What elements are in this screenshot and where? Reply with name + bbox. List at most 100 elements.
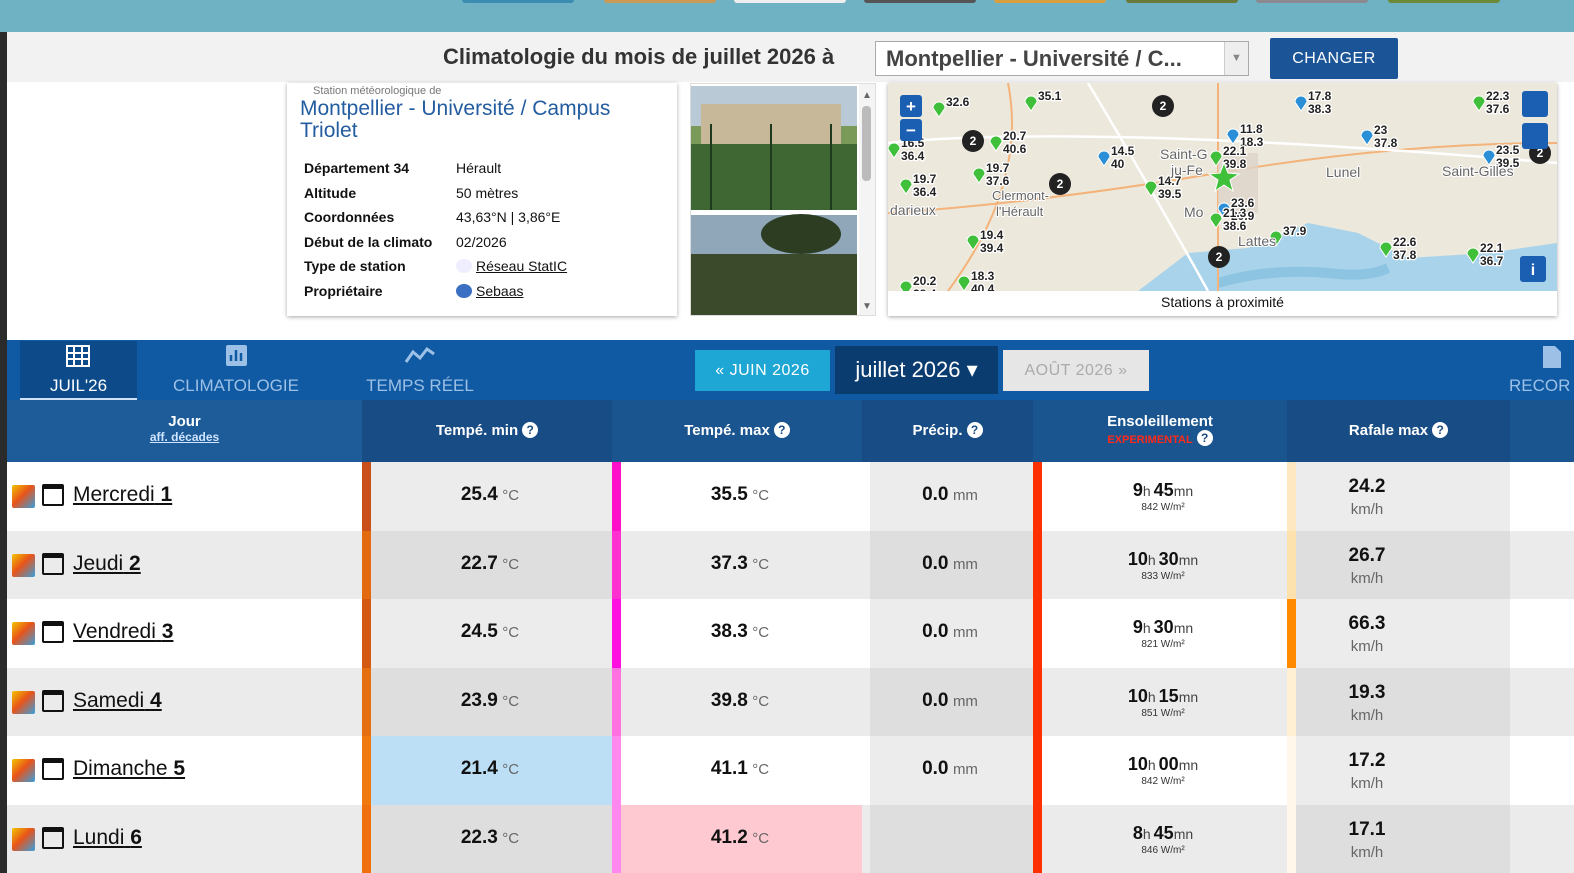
map-icon[interactable] xyxy=(12,553,35,577)
zoom-button[interactable] xyxy=(900,119,922,141)
temp-min: 23.9 °C xyxy=(390,690,590,712)
hours-unit: h xyxy=(1147,688,1156,705)
cluster[interactable] xyxy=(1152,95,1174,117)
station-temp: 21.3 xyxy=(1223,206,1247,220)
place-name: Saint-G xyxy=(1160,146,1207,162)
color-bar xyxy=(1287,530,1296,599)
nav-tab[interactable]: CLIMATOLOGIE xyxy=(173,376,299,395)
cluster-count: 2 xyxy=(1057,177,1064,191)
color-bar xyxy=(1287,667,1296,736)
place-name: ju-Fe xyxy=(1170,162,1203,178)
info-label: i xyxy=(1531,262,1535,279)
nearby-map[interactable]: 32.6 35.1 16.5 36.4 20.7 40.6 19.7 36.4 19.7 37.6… xyxy=(887,82,1558,316)
calendar-icon[interactable] xyxy=(42,689,64,712)
help-icon[interactable]: ? xyxy=(522,422,539,438)
day-link[interactable]: Samedi 4 xyxy=(73,689,162,713)
temp-min-unit: °C xyxy=(502,692,520,710)
cell-bg xyxy=(621,462,862,531)
decades-link[interactable]: aff. décades xyxy=(149,430,220,444)
header-label: Rafale max xyxy=(1348,422,1429,439)
photo-gallery[interactable]: ▲ ▼ xyxy=(690,83,876,316)
color-bar xyxy=(1033,736,1042,805)
gust: 26.7 km/h xyxy=(1325,545,1409,587)
station-name: Montpellier - Université / Campus Triole… xyxy=(300,97,611,142)
calendar-icon[interactable] xyxy=(42,621,64,644)
color-bar xyxy=(1287,599,1296,668)
temp-max-unit: °C xyxy=(752,487,770,505)
cell-bg xyxy=(870,530,1033,599)
layers-button[interactable] xyxy=(1522,123,1548,149)
sunshine: 10h 30mn 833 W/m² xyxy=(1063,549,1263,582)
zoom-label: − xyxy=(906,121,916,140)
temp-min-unit: °C xyxy=(502,487,520,505)
prev-month-button[interactable]: « JUIN 2026 xyxy=(695,350,830,391)
change-button[interactable]: CHANGER xyxy=(1270,38,1398,79)
field-text: Sebaas xyxy=(476,282,524,299)
color-bar xyxy=(1287,804,1296,873)
station-temp: 39.5 xyxy=(1496,156,1520,170)
station-temp: 39.4 xyxy=(980,241,1004,255)
cell-bg xyxy=(870,462,1033,531)
help-icon[interactable]: ? xyxy=(1432,422,1449,438)
field-value: Hérault xyxy=(456,160,501,176)
map-icon[interactable] xyxy=(12,827,35,851)
sun-hours: 9 xyxy=(1132,617,1143,638)
next-month-button[interactable]: AOÛT 2026 » xyxy=(1003,350,1149,391)
station-pin xyxy=(1144,180,1158,197)
map-icon[interactable] xyxy=(12,485,35,509)
day-link[interactable]: Jeudi 2 xyxy=(73,552,141,576)
map-icon[interactable] xyxy=(12,690,35,714)
map-icon[interactable] xyxy=(12,759,35,783)
precip: 0.0 mm xyxy=(850,621,1050,643)
map-icon[interactable] xyxy=(12,622,35,646)
minutes-unit: mn xyxy=(1178,551,1199,568)
zoom-button[interactable] xyxy=(900,95,922,117)
header-line: Précip.? xyxy=(862,422,1033,439)
precip-unit: mm xyxy=(952,487,978,505)
gust-unit: km/h xyxy=(1350,569,1384,587)
cluster[interactable] xyxy=(1208,246,1230,268)
temp-min-unit: °C xyxy=(502,555,520,573)
help-icon[interactable]: ? xyxy=(966,422,983,438)
nav-tab[interactable]: JUIL'26 xyxy=(49,376,108,395)
day-link[interactable]: Lundi 6 xyxy=(73,826,142,850)
temp-min-value: 22.7 xyxy=(460,552,498,574)
gust-value: 24.2 xyxy=(1348,476,1386,498)
cluster[interactable] xyxy=(962,130,984,152)
cluster[interactable] xyxy=(1049,173,1071,195)
station-temp: 20.7 xyxy=(1003,129,1027,143)
month-dropdown[interactable]: juillet 2026 ▾ xyxy=(835,346,998,394)
temp-max: 38.3 °C xyxy=(640,621,840,643)
station-temp: 36.4 xyxy=(913,185,937,199)
help-icon[interactable]: ? xyxy=(1196,430,1213,446)
color-bar xyxy=(1033,804,1042,873)
temp-min-unit: °C xyxy=(502,829,520,847)
hours-unit: h xyxy=(1142,483,1151,500)
day-link[interactable]: Dimanche 5 xyxy=(73,757,185,781)
day-link[interactable]: Mercredi 1 xyxy=(73,483,172,507)
info-button[interactable] xyxy=(1520,256,1546,282)
column-header: Jour aff. décades xyxy=(7,400,362,462)
calendar-icon[interactable] xyxy=(42,484,64,507)
day-link[interactable]: Vendredi 3 xyxy=(73,620,173,644)
help-icon[interactable]: ? xyxy=(773,422,790,438)
month-label: juillet 2026 xyxy=(855,357,961,382)
fullscreen-button[interactable] xyxy=(1522,91,1548,117)
active-tab[interactable] xyxy=(20,341,137,400)
gust: 19.3 km/h xyxy=(1325,682,1409,724)
station-temp: 38.3 xyxy=(1308,102,1332,116)
nav-tab[interactable]: TEMPS RÉEL xyxy=(366,376,474,395)
calendar-icon[interactable] xyxy=(42,758,64,781)
day-number: 5 xyxy=(173,757,186,781)
station-select[interactable]: Montpellier - Université / C... ▼ xyxy=(875,41,1249,76)
nav-tab[interactable]: RECOR xyxy=(1509,376,1571,395)
cell-bg xyxy=(621,599,862,668)
tab-icons xyxy=(66,345,1561,368)
station-temp: 22.3 xyxy=(1486,89,1510,103)
station-pin xyxy=(1217,202,1231,219)
temp-min: 21.4 °C xyxy=(390,758,590,780)
calendar-icon[interactable] xyxy=(42,826,64,849)
precip-value: 0.0 xyxy=(922,758,949,780)
calendar-icon[interactable] xyxy=(42,552,64,575)
